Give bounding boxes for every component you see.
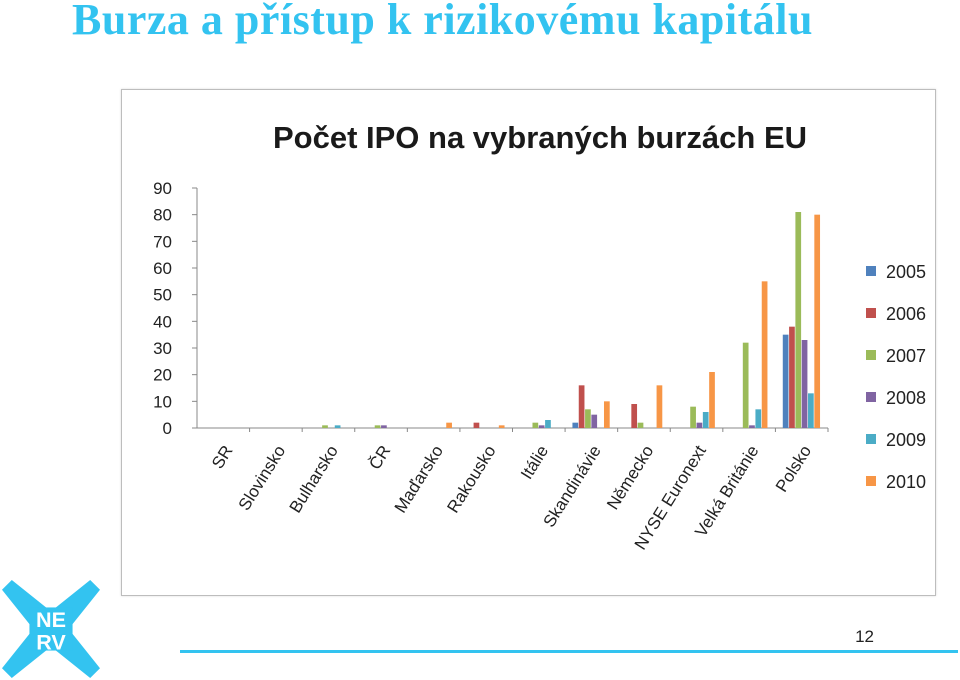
bar-2005 (782, 334, 789, 428)
legend-label: 2008 (886, 388, 926, 408)
bar-2007 (690, 406, 696, 428)
legend-label: 2007 (886, 346, 926, 366)
y-tick-label: 80 (153, 206, 172, 225)
logo-text-bottom: RV (36, 630, 66, 655)
y-tick-label: 70 (153, 232, 172, 251)
bar-2009 (755, 409, 762, 428)
bar-2010 (656, 385, 663, 428)
chart-frame: Počet IPO na vybraných burzách EU 0 10 20 30… (121, 89, 936, 596)
x-tick-label: SR (208, 442, 237, 472)
legend-swatch-2010 (866, 476, 876, 486)
bar-2006 (789, 326, 795, 428)
y-tick-label: 0 (163, 419, 172, 438)
bar-2008 (591, 414, 598, 428)
x-tick-label: Slovinsko (235, 442, 290, 514)
legend-label: 2005 (886, 262, 926, 282)
x-tick-label: Maďarsko (391, 442, 447, 516)
logo-text-top: NE (36, 607, 66, 632)
y-tick-label: 10 (153, 392, 172, 411)
legend-label: 2010 (886, 472, 926, 492)
bar-2008 (381, 425, 387, 428)
legend-label: 2009 (886, 430, 926, 450)
y-tick-label: 90 (153, 179, 172, 198)
bar-2008 (801, 340, 808, 428)
bar-2007 (585, 409, 591, 428)
bar-2009 (334, 425, 341, 428)
bar-2010 (761, 281, 768, 428)
x-tick-label: ČR (365, 442, 394, 473)
nerv-logo: NE RV (2, 580, 100, 678)
bar-2007 (374, 425, 381, 428)
page-number: 12 (855, 627, 874, 646)
legend-swatch-2006 (866, 308, 876, 318)
footer-line (180, 650, 958, 653)
bar-2006 (578, 385, 585, 428)
bar-2005 (572, 422, 579, 428)
bar-2009 (808, 393, 814, 428)
bar-2009 (702, 412, 709, 428)
bar-2010 (814, 214, 821, 428)
bar-2010 (603, 401, 610, 428)
y-tick-label: 60 (153, 259, 172, 278)
bar-2007 (637, 422, 644, 428)
bar-2006 (473, 422, 480, 428)
legend-swatch-2009 (866, 434, 876, 444)
x-tick-label: Bulharsko (286, 442, 342, 516)
nerv-cross-icon (2, 580, 100, 678)
y-tick-label: 50 (153, 286, 172, 305)
x-tick-label: Polsko (772, 442, 815, 495)
legend-swatch-2005 (866, 266, 876, 276)
bar-2009 (545, 420, 551, 428)
bar-2010 (446, 422, 452, 428)
bar-2010 (498, 425, 505, 428)
y-tick-label: 40 (153, 312, 172, 331)
legend-swatch-2008 (866, 392, 876, 402)
bar-2006 (631, 404, 638, 428)
bar-2007 (742, 342, 749, 428)
bar-2008 (696, 422, 703, 428)
bar-2007 (795, 212, 802, 428)
x-tick-label: Německo (603, 442, 657, 513)
bar-2008 (749, 425, 755, 428)
ipo-bar-chart: Počet IPO na vybraných burzách EU 0 10 20 30… (153, 120, 926, 553)
x-tick-label: Itálie (517, 442, 552, 483)
chart-title: Počet IPO na vybraných burzách EU (273, 120, 807, 155)
slide-title: Burza a přístup k rizikovému kapitálu (72, 0, 813, 44)
y-tick-label: 30 (153, 339, 172, 358)
legend-label: 2006 (886, 304, 926, 324)
x-tick-label: Rakousko (443, 442, 499, 516)
bar-2010 (709, 372, 715, 428)
legend-swatch-2007 (866, 350, 876, 360)
y-tick-label: 20 (153, 366, 172, 385)
bar-2007 (322, 425, 328, 428)
bar-2007 (532, 422, 539, 428)
bar-2008 (538, 425, 545, 428)
